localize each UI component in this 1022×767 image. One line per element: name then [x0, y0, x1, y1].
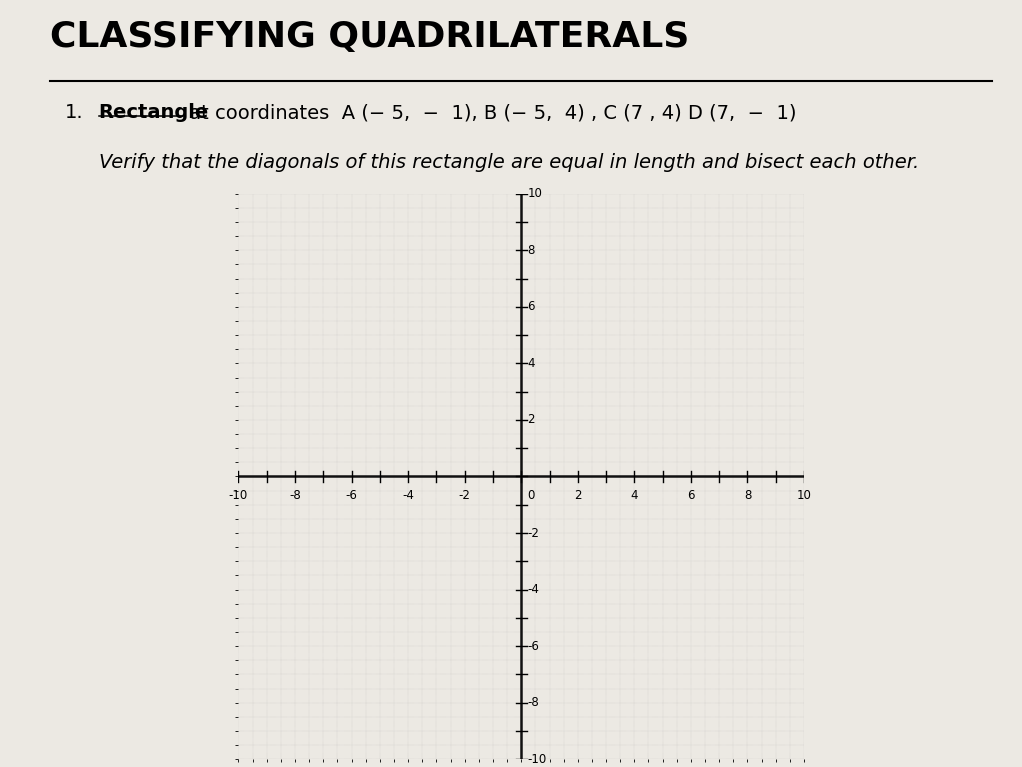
Text: 4: 4	[527, 357, 535, 370]
Text: -6: -6	[527, 640, 540, 653]
Text: 4: 4	[631, 489, 638, 502]
Text: 1.: 1.	[65, 103, 84, 122]
Text: -6: -6	[345, 489, 358, 502]
Text: 10: 10	[527, 187, 543, 200]
Text: at coordinates  A (− 5,  −  1), B (− 5,  4) , C (7 , 4) D (7,  −  1): at coordinates A (− 5, − 1), B (− 5, 4) …	[183, 103, 796, 122]
Text: 2: 2	[527, 413, 535, 426]
Text: Rectangle: Rectangle	[98, 103, 208, 122]
Text: -2: -2	[527, 527, 540, 539]
Text: 6: 6	[527, 301, 535, 313]
Text: CLASSIFYING QUADRILATERALS: CLASSIFYING QUADRILATERALS	[50, 20, 690, 54]
Text: 0: 0	[527, 489, 535, 502]
Text: 2: 2	[574, 489, 582, 502]
Text: -10: -10	[527, 753, 547, 765]
Text: -4: -4	[527, 583, 540, 596]
Text: -8: -8	[527, 696, 540, 709]
Text: 8: 8	[744, 489, 751, 502]
Text: 6: 6	[687, 489, 695, 502]
Text: Verify that the diagonals of this rectangle are equal in length and bisect each : Verify that the diagonals of this rectan…	[98, 153, 919, 172]
Text: -8: -8	[289, 489, 300, 502]
Text: -4: -4	[402, 489, 414, 502]
Text: 10: 10	[796, 489, 811, 502]
Text: -2: -2	[459, 489, 470, 502]
Text: 8: 8	[527, 244, 535, 257]
Text: -10: -10	[229, 489, 248, 502]
